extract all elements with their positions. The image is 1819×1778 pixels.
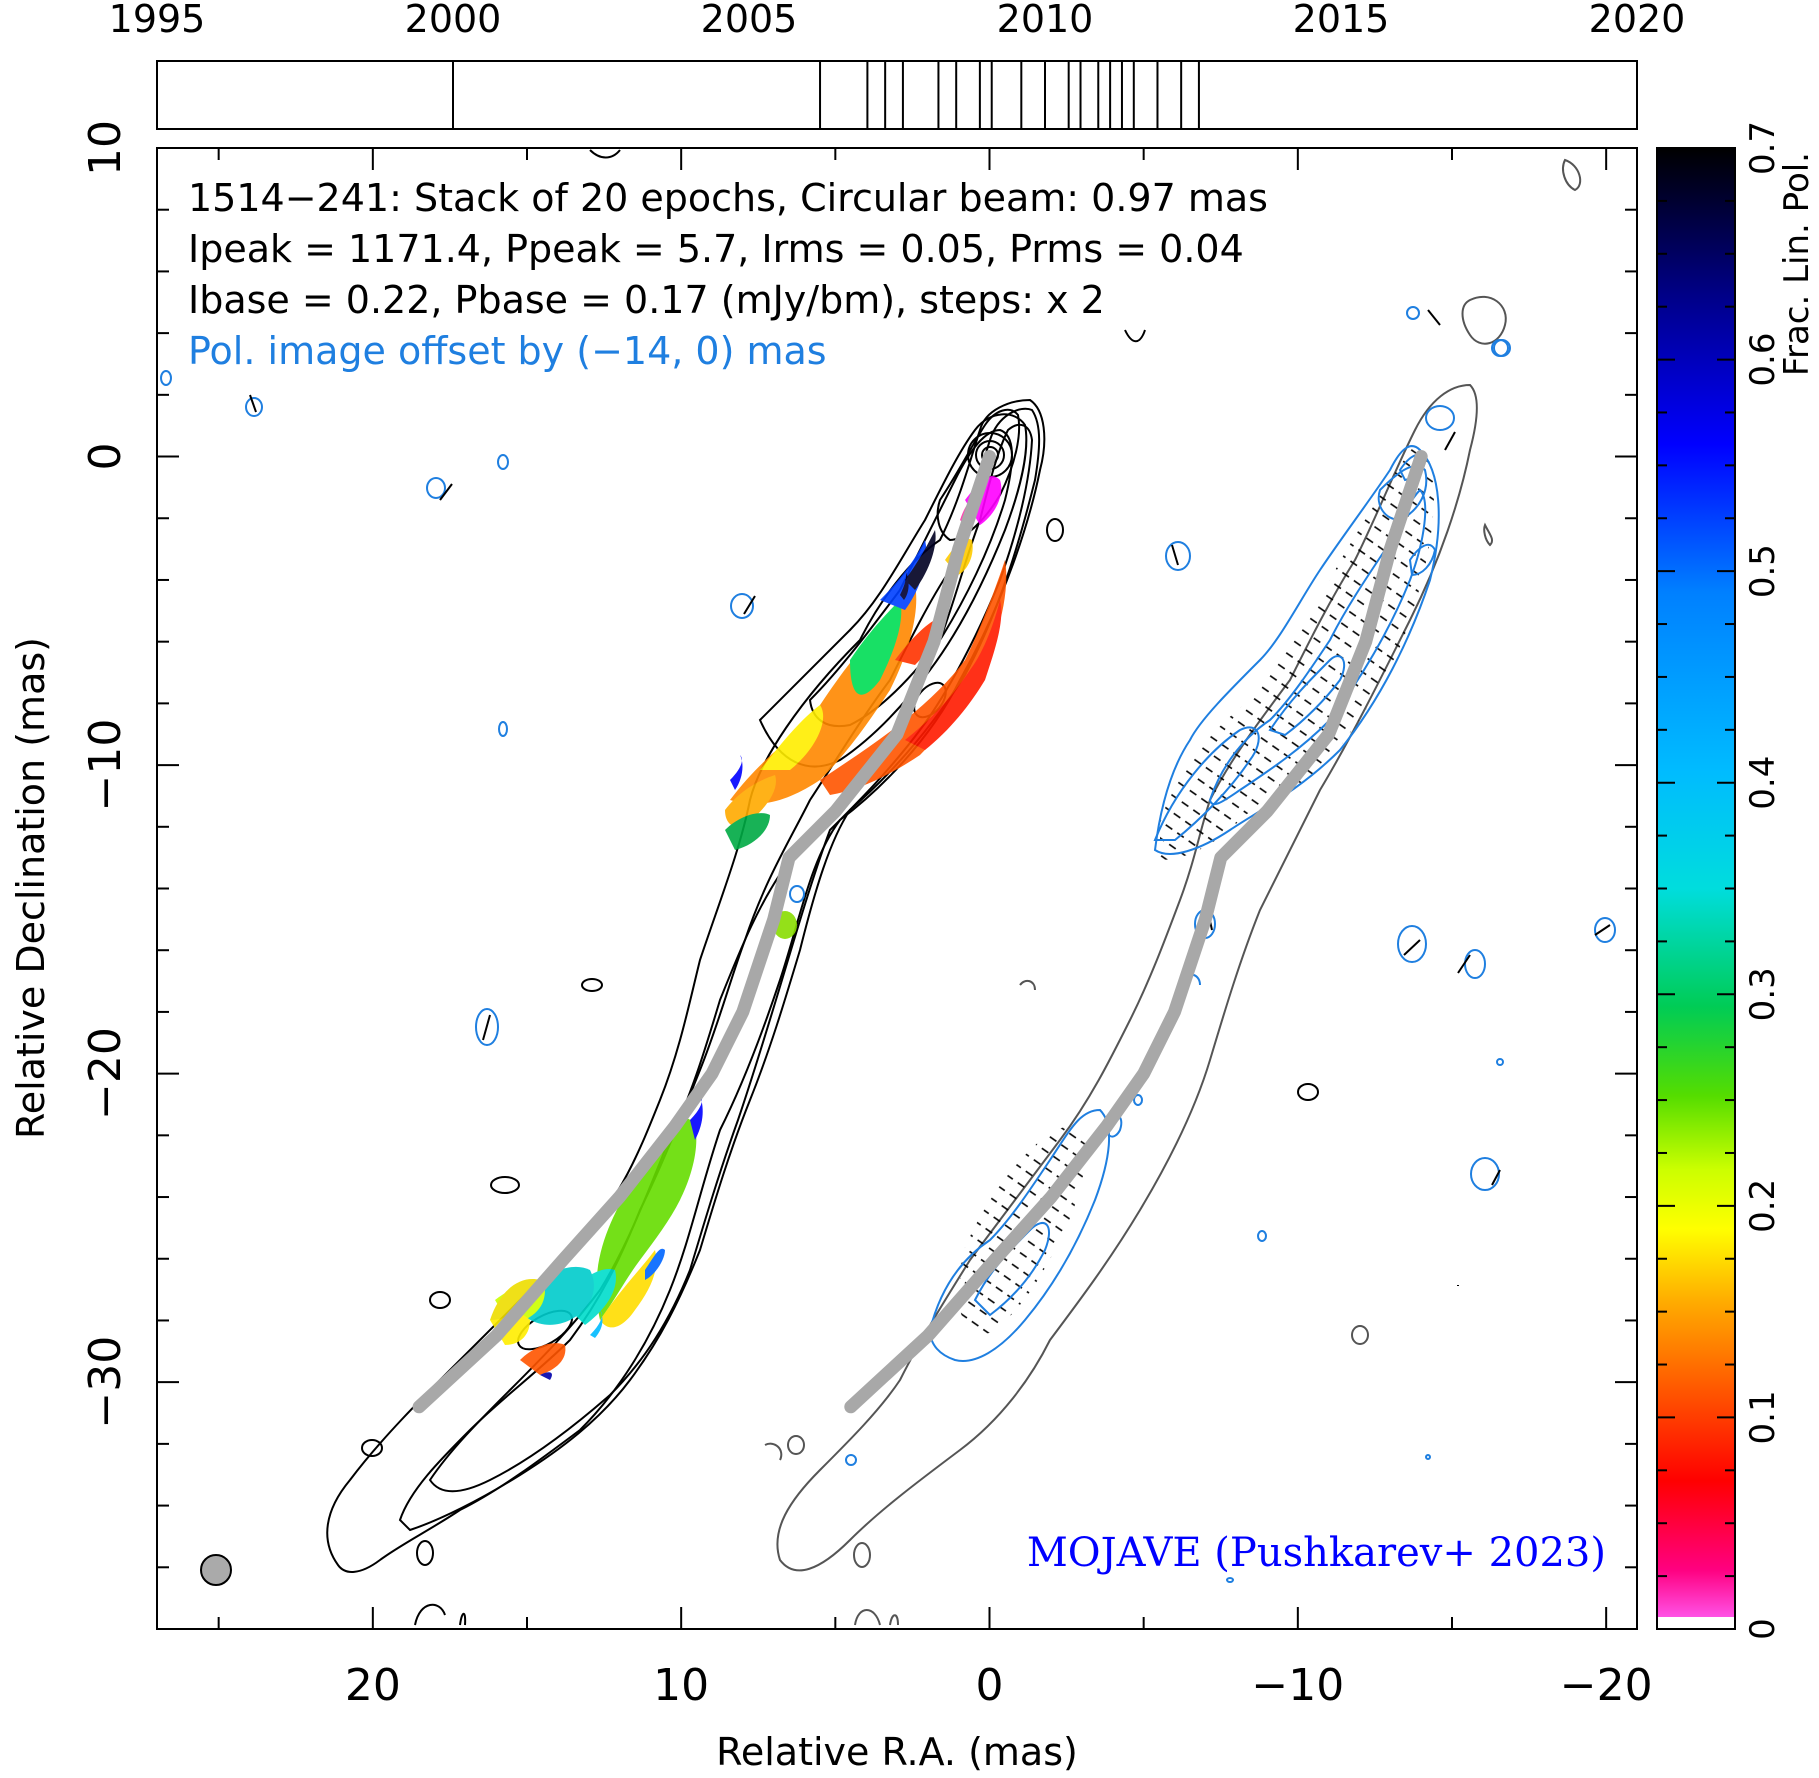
y-tick-label: −30 (80, 1336, 131, 1429)
colorbar-bottom-band (1657, 1617, 1735, 1629)
timeline-year-label: 2020 (1589, 0, 1686, 41)
timeline-year-label: 2000 (405, 0, 502, 41)
x-axis-label: Relative R.A. (mas) (716, 1730, 1078, 1774)
beam-marker (200, 1554, 232, 1586)
colorbar-label: Frac. Lin. Pol. (1777, 152, 1817, 376)
x-tick-label: 0 (976, 1660, 1004, 1711)
header-line-1: 1514−241: Stack of 20 epochs, Circular b… (188, 176, 1268, 220)
polarization-ticks (249, 309, 1611, 1286)
colorbar-tick-label: 0 (1743, 1618, 1783, 1640)
timeline: 1995 2000 2005 2010 2015 2020 (109, 0, 1686, 130)
offset-note: Pol. image offset by (−14, 0) mas (188, 329, 827, 373)
x-tick-label: −20 (1560, 1660, 1653, 1711)
y-axis-label: Relative Declination (mas) (9, 637, 53, 1139)
colorbar-tick-label: 0.7 (1743, 121, 1783, 175)
x-tick-label: −10 (1251, 1660, 1344, 1711)
timeline-year-label: 2010 (997, 0, 1094, 41)
y-tick-label: 10 (80, 120, 131, 176)
y-axis-ticks: 10 0 −10 −20 −30 (80, 120, 1637, 1569)
colorbar-tick-label: 0.5 (1743, 544, 1783, 598)
x-tick-label: 20 (345, 1660, 401, 1711)
colorbar-tick-label: 0.2 (1743, 1179, 1783, 1233)
x-tick-label: 10 (653, 1660, 709, 1711)
map-content (160, 149, 1616, 1626)
offset-intensity-contour (764, 158, 1582, 1626)
colorbar-tick-label: 0.6 (1743, 333, 1783, 387)
timeline-year-label: 2005 (701, 0, 798, 41)
x-axis-ticks: 20 10 0 −10 −20 (217, 148, 1653, 1711)
header-line-2: Ipeak = 1171.4, Ppeak = 5.7, Irms = 0.05… (188, 227, 1244, 271)
y-tick-label: 0 (80, 443, 131, 471)
colorbar-tick-label: 0.1 (1743, 1390, 1783, 1444)
credit-label: MOJAVE (Pushkarev+ 2023) (1027, 1530, 1606, 1576)
timeline-frame (156, 60, 1638, 130)
polarization-vectors (960, 445, 1434, 1334)
header-line-3: Ibase = 0.22, Pbase = 0.17 (mJy/bm), ste… (188, 278, 1105, 322)
colorbar-tick-label: 0.4 (1743, 756, 1783, 810)
timeline-year-label: 1995 (109, 0, 206, 41)
colorbar-gradient (1657, 148, 1735, 1629)
colorbar: 0 0.1 0.2 0.3 0.4 0.5 0.6 0.7 Frac. Lin. Pol. (1656, 121, 1817, 1640)
ridge-line-right (844, 450, 1428, 1414)
colorbar-tick-label: 0.3 (1743, 967, 1783, 1021)
timeline-year-label: 2015 (1293, 0, 1390, 41)
y-tick-label: −10 (80, 719, 131, 812)
ridge-line-left (412, 450, 996, 1414)
map-panel: 20 10 0 −10 −20 10 0 −10 −20 −30 (80, 120, 1653, 1711)
y-tick-label: −20 (80, 1027, 131, 1120)
fractional-polarization-colour (490, 476, 1007, 1380)
